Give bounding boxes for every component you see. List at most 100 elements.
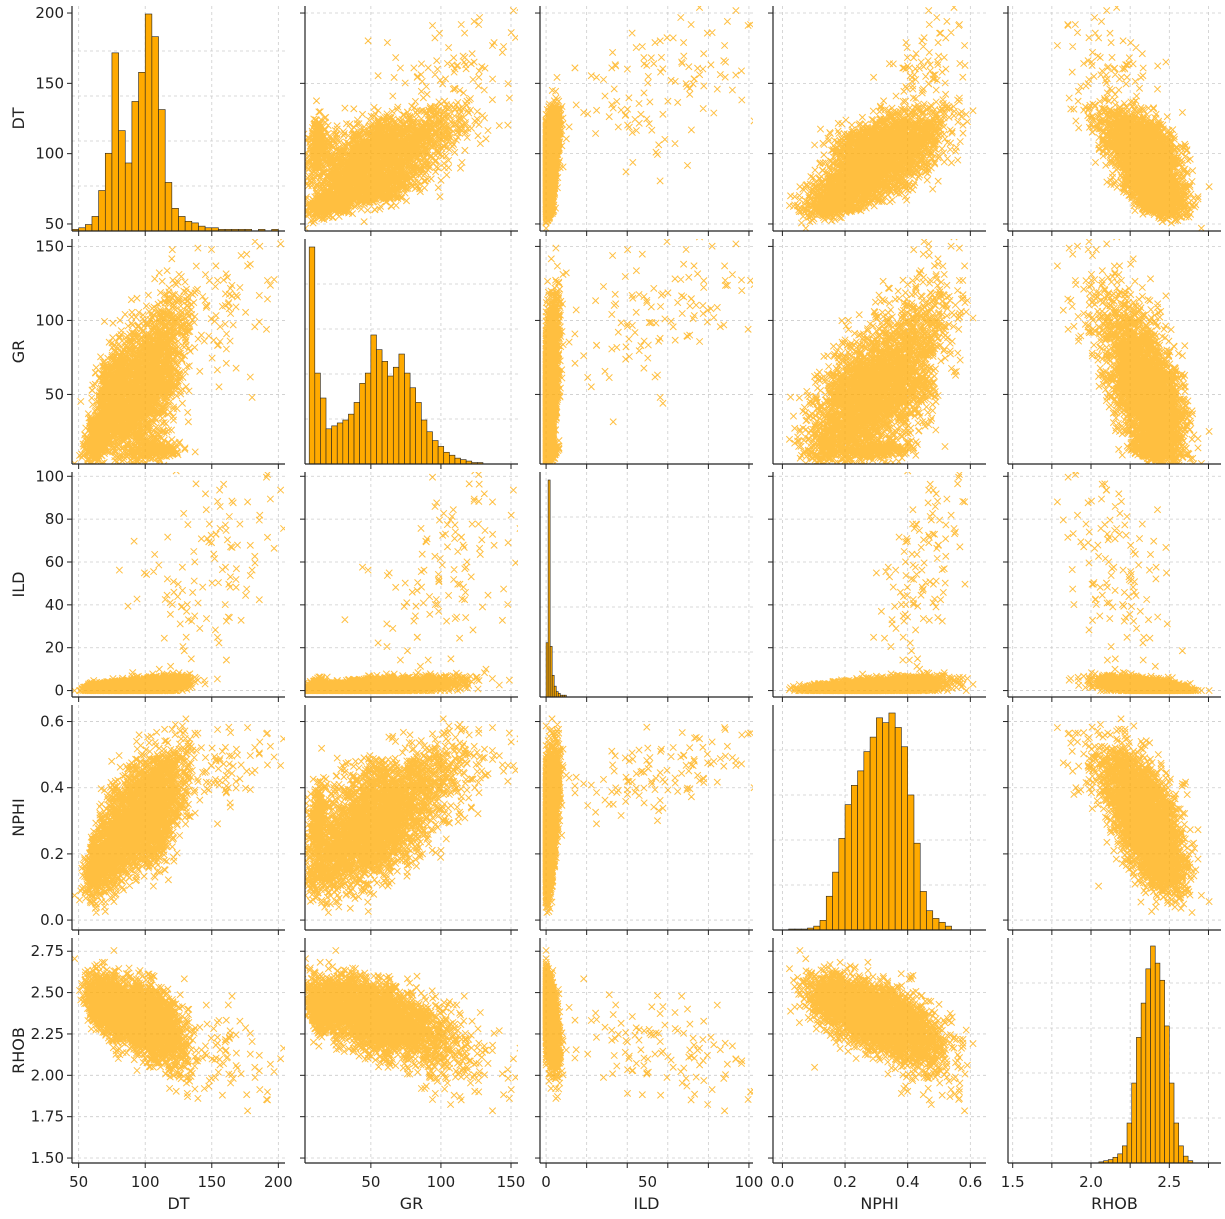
y-axis-label-gr: GR	[9, 340, 28, 364]
scatter-points	[298, 947, 523, 1114]
histogram-bar	[1165, 1026, 1170, 1163]
scatter-points	[298, 716, 523, 916]
histogram-bar	[433, 441, 439, 464]
histogram-bar	[901, 747, 907, 930]
scatter-points	[298, 468, 523, 694]
x-tick-label: 0.0	[770, 1173, 794, 1191]
scatter-markers	[71, 468, 286, 694]
histogram-bar	[920, 891, 926, 930]
panel-rhob-vs-dt	[67, 938, 287, 1168]
panel-rhob-vs-ild	[535, 938, 757, 1168]
panel-rhob-vs-gr	[298, 938, 523, 1168]
scatter-markers	[543, 234, 757, 471]
scatter-markers	[786, 947, 976, 1114]
x-axis-label-rhob: RHOB	[1091, 1194, 1138, 1213]
histogram-bar	[320, 398, 326, 464]
histogram-bar	[354, 402, 360, 464]
histogram-bar	[914, 843, 920, 930]
y-tick-label: 80	[45, 510, 64, 528]
panel-ild-vs-ild	[540, 472, 753, 702]
scatter-points	[1054, 716, 1212, 916]
histogram-bar	[1127, 1123, 1132, 1163]
scatter-points	[71, 234, 286, 471]
y-tick-label: 150	[35, 74, 64, 92]
histogram-bar	[833, 872, 839, 930]
y-tick-label: 1.75	[31, 1108, 64, 1126]
scatter-markers	[1054, 234, 1212, 471]
scatter-markers	[71, 947, 286, 1114]
histogram-bar	[92, 216, 99, 231]
grid-lines	[540, 239, 753, 464]
histogram-bar	[1174, 1123, 1179, 1163]
histogram-bar	[550, 646, 552, 697]
x-tick-label: 2.0	[1079, 1173, 1103, 1191]
x-axis-label-dt: DT	[167, 1194, 189, 1213]
scatter-points	[543, 716, 757, 916]
y-tick-label: 150	[35, 237, 64, 255]
histogram-bar	[1146, 969, 1151, 1163]
scatter-points	[298, 4, 523, 231]
histogram-bar	[371, 335, 377, 464]
y-axis-label-ild: ILD	[9, 572, 28, 598]
scatter-points	[1054, 234, 1212, 471]
scatter-markers	[298, 947, 523, 1114]
grid-lines	[305, 472, 518, 697]
histogram-bar	[1118, 1154, 1123, 1163]
panel-dt-vs-gr	[298, 4, 523, 236]
x-axis-label-gr: GR	[400, 1194, 424, 1213]
y-tick-label: 2.50	[31, 984, 64, 1002]
histogram-bar	[393, 367, 399, 464]
panel-nphi-vs-rhob	[1003, 705, 1221, 935]
histogram-bar	[556, 692, 558, 697]
y-axis-label-nphi: NPHI	[9, 798, 28, 836]
scatter-points	[543, 4, 757, 231]
x-tick-label: 0	[541, 1173, 551, 1191]
histogram-bars	[789, 713, 952, 930]
y-tick-label: 60	[45, 553, 64, 571]
y-tick-label: 100	[35, 311, 64, 329]
histogram-bar	[132, 101, 139, 231]
histogram-bar	[552, 675, 554, 697]
scatter-markers	[1054, 716, 1212, 916]
histogram-bar	[883, 723, 889, 930]
histogram-bar	[438, 446, 444, 464]
histogram-bar	[449, 455, 455, 464]
x-tick-label: 50	[69, 1173, 88, 1191]
histogram-bar	[820, 920, 826, 930]
scatter-markers	[1054, 4, 1212, 231]
panel-ild-vs-gr	[298, 468, 523, 702]
panel-gr-vs-dt	[67, 234, 287, 471]
panel-dt-vs-dt	[67, 6, 285, 236]
histogram-bars	[1099, 946, 1193, 1163]
y-tick-label: 2.75	[31, 942, 64, 960]
histogram-bar	[185, 221, 192, 231]
histogram-bar	[159, 110, 166, 231]
x-tick-label: 1.5	[1001, 1173, 1025, 1191]
histogram-bars	[72, 14, 278, 231]
panel-nphi-vs-ild	[535, 705, 757, 935]
histogram-bar	[1151, 946, 1156, 1163]
histogram-bar	[1179, 1146, 1184, 1163]
x-axis-label-ild: ILD	[634, 1194, 660, 1213]
scatter-markers	[786, 468, 976, 694]
scatter-points	[1054, 4, 1212, 231]
histogram-bar	[858, 771, 864, 930]
histogram-bar	[172, 208, 179, 231]
panel-rhob-vs-nphi	[768, 938, 986, 1168]
x-tick-label: 2.5	[1157, 1173, 1181, 1191]
panel-gr-vs-ild	[535, 234, 757, 471]
scatter-markers	[298, 4, 523, 231]
histogram-bar	[343, 420, 349, 464]
y-tick-label: 50	[45, 385, 64, 403]
y-tick-label: 100	[35, 145, 64, 163]
x-tick-label: 0.2	[833, 1173, 857, 1191]
scatter-markers	[71, 716, 286, 916]
histogram-bar	[851, 785, 857, 930]
histogram-bar	[546, 643, 548, 697]
histogram-bar	[165, 182, 172, 231]
x-tick-label: 150	[497, 1173, 526, 1191]
histogram-bar	[105, 153, 112, 231]
scatter-points	[71, 947, 286, 1114]
histogram-bar	[326, 429, 332, 464]
